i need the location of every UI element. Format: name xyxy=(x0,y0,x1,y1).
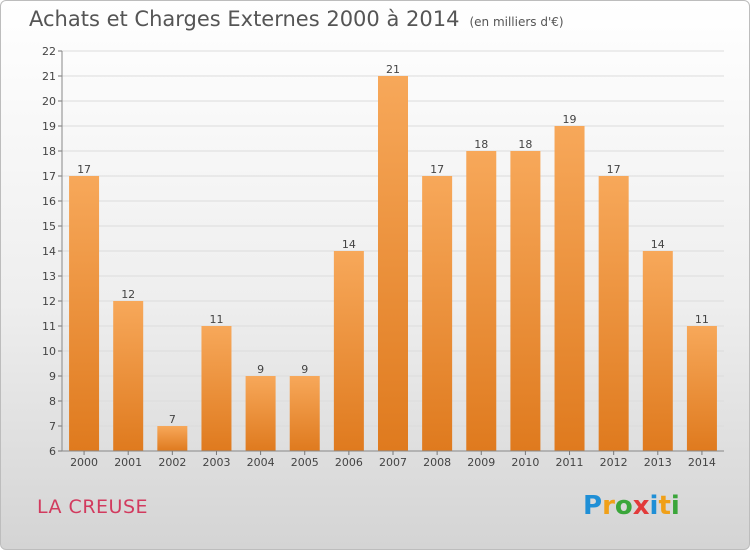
x-tick-label: 2000 xyxy=(70,456,98,469)
data-label-2003: 11 xyxy=(209,313,223,326)
y-tick-label: 19 xyxy=(42,120,56,133)
y-tick-label: 21 xyxy=(42,70,56,83)
chart-title: Achats et Charges Externes 2000 à 2014 (e… xyxy=(29,7,564,31)
bars xyxy=(69,76,717,451)
data-label-2005: 9 xyxy=(301,363,308,376)
bar-2002 xyxy=(157,426,188,451)
y-tick-label: 17 xyxy=(42,170,56,183)
x-tick-label: 2007 xyxy=(379,456,407,469)
x-tick-label: 2008 xyxy=(423,456,451,469)
data-label-2009: 18 xyxy=(474,138,488,151)
axes: 6 7 8 9 10 11 12 13 14 15 16 17 18 19 20 21 22 2000 2001 20… xyxy=(42,45,724,469)
data-label-2010: 18 xyxy=(518,138,532,151)
y-tick-label: 15 xyxy=(42,220,56,233)
logo-letter: r xyxy=(602,491,615,521)
bar-2011 xyxy=(554,126,585,451)
y-tick-label: 8 xyxy=(49,395,56,408)
y-tick-label: 22 xyxy=(42,45,56,58)
bar-chart: 17 12 7 11 9 9 14 21 17 18 18 19 17 14 11 6 7 8 9 10 11 12 13… xyxy=(42,45,724,469)
bar-2009 xyxy=(466,151,497,451)
data-label-2012: 17 xyxy=(607,163,621,176)
data-label-2011: 19 xyxy=(563,113,577,126)
x-tick-label: 2005 xyxy=(291,456,319,469)
logo-letter: i xyxy=(670,491,680,521)
y-tick-label: 6 xyxy=(49,445,56,458)
x-tick-label: 2006 xyxy=(335,456,363,469)
logo-letter: i xyxy=(649,491,659,521)
x-tick-label: 2001 xyxy=(114,456,142,469)
chart-unit-note: (en milliers d'€) xyxy=(469,15,564,29)
x-tick-label: 2004 xyxy=(247,456,275,469)
y-tick-label: 18 xyxy=(42,145,56,158)
data-label-2013: 14 xyxy=(651,238,665,251)
region-label: LA CREUSE xyxy=(37,496,149,518)
data-label-2002: 7 xyxy=(169,413,176,426)
bar-2008 xyxy=(422,176,453,451)
bar-2012 xyxy=(598,176,629,451)
data-label-2008: 17 xyxy=(430,163,444,176)
data-labels: 17 12 7 11 9 9 14 21 17 18 18 19 17 14 11 xyxy=(77,63,709,426)
bar-2003 xyxy=(201,326,232,451)
bar-2004 xyxy=(245,376,276,451)
bar-2005 xyxy=(289,376,320,451)
y-tick-label: 12 xyxy=(42,295,56,308)
data-label-2004: 9 xyxy=(257,363,264,376)
bar-2014 xyxy=(686,326,717,451)
bar-2007 xyxy=(378,76,408,451)
y-tick-label: 10 xyxy=(42,345,56,358)
data-label-2014: 11 xyxy=(695,313,709,326)
y-tick-label: 20 xyxy=(42,95,56,108)
x-tick-label: 2012 xyxy=(600,456,628,469)
x-tick-label: 2013 xyxy=(644,456,672,469)
x-tick-label: 2003 xyxy=(202,456,230,469)
x-tick-label: 2010 xyxy=(511,456,539,469)
y-tick-label: 11 xyxy=(42,320,56,333)
y-tick-label: 16 xyxy=(42,195,56,208)
bar-2010 xyxy=(510,151,541,451)
data-label-2000: 17 xyxy=(77,163,91,176)
data-label-2006: 14 xyxy=(342,238,356,251)
logo-letter: o xyxy=(614,491,633,521)
logo-letter: t xyxy=(658,491,671,521)
y-tick-label: 13 xyxy=(42,270,56,283)
bar-2000 xyxy=(69,176,100,451)
logo-letter: x xyxy=(632,491,650,521)
data-label-2007: 21 xyxy=(386,63,400,76)
x-tick-label: 2002 xyxy=(158,456,186,469)
logo-letter: P xyxy=(583,491,603,521)
y-tick-label: 9 xyxy=(49,370,56,383)
bar-2013 xyxy=(642,251,673,451)
chart-title-text: Achats et Charges Externes 2000 à 2014 xyxy=(29,7,460,31)
bar-2006 xyxy=(333,251,364,451)
x-tick-label: 2011 xyxy=(556,456,584,469)
x-tick-label: 2009 xyxy=(467,456,495,469)
y-tick-label: 14 xyxy=(42,245,56,258)
y-tick-label: 7 xyxy=(49,420,56,433)
data-label-2001: 12 xyxy=(121,288,135,301)
x-tick-label: 2014 xyxy=(688,456,716,469)
bar-2001 xyxy=(113,301,144,451)
